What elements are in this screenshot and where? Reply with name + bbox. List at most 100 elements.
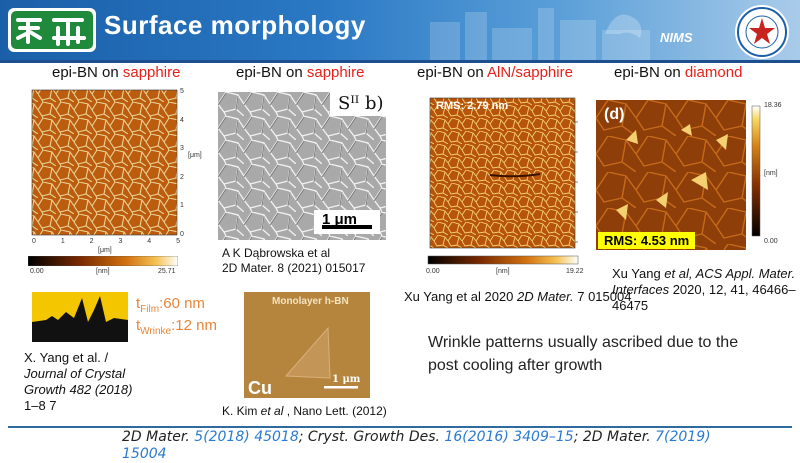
reference-line: X. Yang et al. /: [24, 350, 109, 365]
caption-prefix: epi-BN on: [614, 64, 685, 81]
panel1-cb-unit: [nm]: [96, 268, 110, 275]
caption-substrate: sapphire: [122, 64, 181, 81]
citation-volume: 5(2018) 45018: [194, 429, 299, 445]
t-subscript: Wrinke: [140, 326, 172, 337]
wrinkle-line: post cooling after growth: [428, 357, 603, 374]
panel4-cb-unit: [nm]: [764, 170, 778, 177]
wrinkle-line: Wrinkle patterns usually ascribed due to…: [428, 334, 739, 351]
t-symbol: t: [136, 295, 141, 312]
university-seal-icon: [735, 5, 789, 59]
institute-logo-icon: [8, 8, 96, 52]
cu-reference: K. Kim et al , Nano Lett. (2012): [222, 404, 387, 419]
dragon-watermark-icon: [605, 14, 642, 38]
panel2-reference: A K Dąbrowska et al 2D Mater. 8 (2021) …: [222, 246, 365, 276]
t-symbol: t: [136, 317, 141, 334]
header-bar: [0, 0, 800, 60]
panel4-rms: RMS: 4.53 nm: [598, 232, 696, 249]
citation-volume: 7(2019): [655, 429, 711, 445]
caption-prefix: epi-BN on: [236, 64, 307, 81]
sem-image-sapphire: [218, 92, 386, 240]
header-underline: [0, 60, 800, 63]
t-value: :60 nm: [159, 295, 205, 312]
panel1-caption: epi-BN on sapphire: [52, 64, 180, 81]
t-film-label: tFilm:60 nm: [136, 295, 205, 315]
nims-label: NIMS: [660, 30, 693, 45]
panel3-cb-unit: [nm]: [496, 268, 510, 275]
citation-journal: ; 2D Mater.: [573, 429, 656, 445]
citation-volume: 16(2016) 3409–15: [444, 429, 574, 445]
y-tick: 2: [180, 173, 184, 181]
citation-page: 15004: [122, 446, 167, 462]
panel2-caption: epi-BN on sapphire: [236, 64, 364, 81]
sem-inset-label: Sᴵᴵ b): [338, 93, 384, 114]
reference-line: 2D Mater. 8 (2021) 015017: [222, 261, 366, 275]
y-tick: 3: [180, 145, 184, 153]
panel3-rms: RMS: 2.79 nm: [436, 100, 509, 112]
caption-prefix: epi-BN on: [52, 64, 123, 81]
reference-italic: et al: [260, 404, 284, 418]
afm-image-sapphire: [31, 89, 178, 236]
reference-text: Xu Yang: [612, 266, 665, 281]
cu-scale-bar-label: 1 μm: [332, 374, 361, 385]
crystal-reference: X. Yang et al. / Journal of Crystal Grow…: [24, 350, 132, 414]
cu-label: Cu: [248, 378, 272, 398]
panel4-caption: epi-BN on diamond: [614, 64, 742, 81]
reference-line: Journal of Crystal: [24, 366, 126, 381]
caption-prefix: epi-BN on: [417, 64, 488, 81]
reference-text: Xu Yang et al 2020: [404, 289, 518, 304]
afm-image-diamond: [596, 100, 761, 250]
sem-scale-bar-label: 1 μm: [322, 211, 358, 228]
t-value: :12 nm: [171, 317, 217, 334]
wrinkle-explanation: Wrinkle patterns usually ascribed due to…: [428, 331, 738, 377]
panel1-x-ticks: 0 1 2 3 4 5: [32, 238, 180, 245]
panel3-cb-max: 19.22: [566, 268, 584, 275]
x-tick: 0: [32, 238, 36, 245]
panel1-cb-max: 25.71: [158, 268, 176, 275]
reference-journal: et al, ACS Appl. Mater. Interfaces: [612, 266, 796, 297]
y-tick: 5: [180, 88, 184, 95]
reference-text: 2020, 12, 41, 46466–46475: [612, 282, 796, 313]
panel1-y-unit: [μm]: [188, 152, 202, 159]
reference-journal: 2D Mater.: [517, 289, 574, 304]
panel3-cb-min: 0.00: [426, 268, 440, 275]
panel4-cb-min: 0.00: [764, 238, 778, 245]
caption-substrate: AlN/sapphire: [487, 64, 573, 81]
reference-text: K. Kim: [222, 404, 261, 418]
panel4-cb-max: 18.36: [764, 102, 782, 109]
x-tick: 2: [89, 238, 94, 245]
height-profile-plot: [32, 292, 128, 342]
reference-line: A K Dąbrowska et al: [222, 246, 331, 260]
t-subscript: Film: [140, 304, 160, 315]
panel4-reference: Xu Yang et al, ACS Appl. Mater. Interfac…: [612, 266, 798, 314]
reference-text: 7 015004: [573, 289, 632, 304]
footer-divider: [8, 426, 792, 428]
cu-title: Monolayer h-BN: [272, 296, 349, 307]
y-tick: 1: [180, 202, 184, 210]
building-watermark-icon: [430, 8, 650, 60]
panel1-cb-min: 0.00: [30, 268, 44, 275]
x-tick: 4: [147, 238, 152, 245]
page-title: Surface morphology: [104, 10, 366, 40]
y-tick: 4: [180, 116, 184, 124]
x-tick: 5: [176, 238, 180, 245]
reference-line: Growth 482 (2018): [24, 382, 133, 397]
panel4-label: (d): [604, 106, 625, 123]
y-tick: 0: [180, 230, 184, 238]
caption-substrate: diamond: [684, 64, 743, 81]
citation-journal: 2D Mater.: [122, 429, 195, 445]
panel3-reference: Xu Yang et al 2020 2D Mater. 7 015004: [404, 289, 631, 304]
panel1-y-ticks: 5 4 3 2 1 0: [180, 88, 184, 238]
citation-journal: ; Cryst. Growth Des.: [298, 429, 445, 445]
panel3-caption: epi-BN on AlN/sapphire: [417, 64, 573, 81]
panel1-x-unit: [μm]: [98, 247, 112, 254]
reference-line: 1–8 7: [24, 398, 57, 413]
footer-citations: 2D Mater. 5(2018) 45018; Cryst. Growth D…: [122, 429, 782, 463]
reference-text: , Nano Lett. (2012): [283, 404, 387, 418]
x-tick: 3: [118, 238, 123, 245]
caption-substrate: sapphire: [306, 64, 365, 81]
panel1-colorbar: [28, 256, 178, 266]
cu-optical-image: [244, 292, 370, 398]
x-tick: 1: [60, 238, 65, 245]
afm-image-aln-sapphire: [427, 97, 579, 265]
t-wrinkle-label: tWrinke:12 nm: [136, 317, 217, 337]
